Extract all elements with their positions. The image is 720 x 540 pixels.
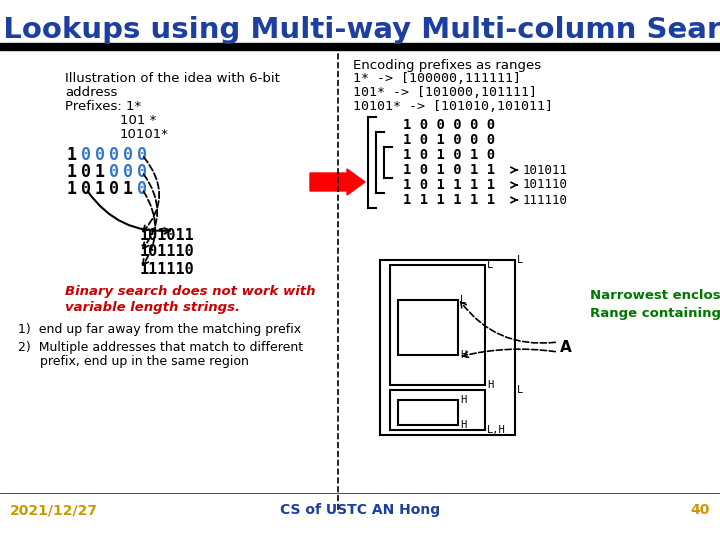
- Text: 0: 0: [81, 146, 91, 164]
- Text: 0: 0: [109, 163, 119, 181]
- Bar: [390, 265, 485, 385]
- Text: 1 0 1 0 1 0: 1 0 1 0 1 0: [403, 148, 495, 162]
- Text: 2)  Multiple addresses that match to different: 2) Multiple addresses that match to diff…: [18, 341, 303, 354]
- Bar: [390, 390, 485, 430]
- Text: L: L: [460, 295, 467, 305]
- Text: H: H: [487, 380, 493, 390]
- Text: H: H: [460, 395, 467, 405]
- Text: 0: 0: [81, 163, 91, 181]
- Text: Binary search does not work with: Binary search does not work with: [65, 286, 315, 299]
- Text: Prefixes: 1*: Prefixes: 1*: [65, 99, 141, 112]
- Text: 1 1 1 1 1 1: 1 1 1 1 1 1: [403, 193, 495, 207]
- Text: 1 0 1 0 0 0: 1 0 1 0 0 0: [403, 133, 495, 147]
- Text: 101110: 101110: [140, 245, 194, 260]
- Text: 101011: 101011: [523, 164, 568, 177]
- Text: 101011: 101011: [140, 227, 194, 242]
- Text: 1* -> [100000,111111]: 1* -> [100000,111111]: [353, 72, 521, 85]
- Text: 1: 1: [95, 163, 105, 181]
- Text: 40: 40: [690, 503, 710, 517]
- Text: 101110: 101110: [523, 179, 568, 192]
- Text: 1: 1: [123, 180, 133, 198]
- Text: 0: 0: [81, 180, 91, 198]
- Text: A: A: [560, 340, 572, 354]
- Text: 0: 0: [109, 180, 119, 198]
- Text: 0: 0: [137, 163, 147, 181]
- Text: 0: 0: [95, 146, 105, 164]
- Text: 111110: 111110: [523, 193, 568, 206]
- Text: 1)  end up far away from the matching prefix: 1) end up far away from the matching pre…: [18, 323, 301, 336]
- Bar: [398, 400, 458, 425]
- Text: Illustration of the idea with 6-bit: Illustration of the idea with 6-bit: [65, 71, 280, 84]
- Text: Encoding prefixes as ranges: Encoding prefixes as ranges: [353, 58, 541, 71]
- Text: 1: 1: [95, 180, 105, 198]
- Text: 101 *: 101 *: [120, 113, 156, 126]
- Text: 2021/12/27: 2021/12/27: [10, 503, 98, 517]
- Text: 10101* -> [101010,101011]: 10101* -> [101010,101011]: [353, 100, 553, 113]
- Text: 0: 0: [123, 163, 133, 181]
- Text: IP Lookups using Multi-way Multi-column Search: IP Lookups using Multi-way Multi-column …: [0, 16, 720, 44]
- Text: L: L: [517, 255, 523, 265]
- Text: L: L: [517, 385, 523, 395]
- Text: 1: 1: [67, 163, 77, 181]
- Text: 1 0 0 0 0 0: 1 0 0 0 0 0: [403, 118, 495, 132]
- Text: prefix, end up in the same region: prefix, end up in the same region: [40, 354, 249, 368]
- Bar: [0, 43, 720, 50]
- Text: CS of USTC AN Hong: CS of USTC AN Hong: [280, 503, 440, 517]
- FancyArrow shape: [310, 169, 365, 195]
- Text: 10101*: 10101*: [120, 127, 169, 140]
- Text: 0: 0: [137, 180, 147, 198]
- Text: 0: 0: [123, 146, 133, 164]
- Text: L,H: L,H: [487, 425, 505, 435]
- Text: 1 0 1 1 1 1: 1 0 1 1 1 1: [403, 178, 495, 192]
- Text: 0: 0: [137, 146, 147, 164]
- Text: address: address: [65, 85, 117, 98]
- Text: 1 0 1 0 1 1: 1 0 1 0 1 1: [403, 163, 495, 177]
- Text: variable length strings.: variable length strings.: [65, 300, 240, 314]
- Text: H: H: [460, 420, 467, 430]
- Text: 111110: 111110: [140, 261, 194, 276]
- Text: 1: 1: [67, 180, 77, 198]
- Bar: [380, 260, 515, 435]
- Text: 0: 0: [109, 146, 119, 164]
- Bar: [398, 300, 458, 355]
- Text: L: L: [487, 260, 493, 270]
- Text: H: H: [460, 350, 467, 360]
- Text: 101* -> [101000,101111]: 101* -> [101000,101111]: [353, 86, 537, 99]
- Text: 1: 1: [67, 146, 77, 164]
- Text: Narrowest enclosing
Range containing A: Narrowest enclosing Range containing A: [590, 289, 720, 321]
